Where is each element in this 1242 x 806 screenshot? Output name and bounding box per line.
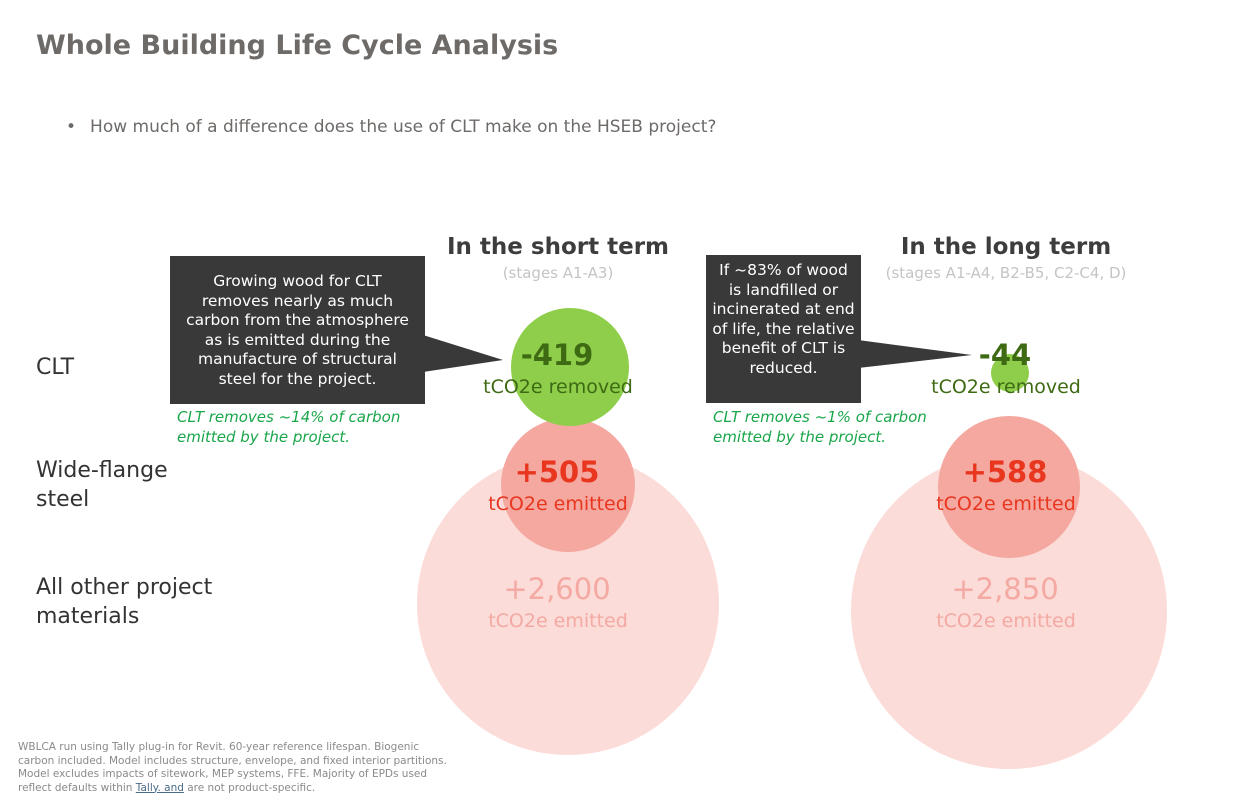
long-term-steel-value: +588 bbox=[962, 455, 1048, 489]
short-term-other-bubble bbox=[417, 453, 719, 755]
long-term-steel-unit: tCO2e emitted bbox=[936, 493, 1076, 515]
bullet-dot: • bbox=[66, 117, 77, 137]
row-label-other: All other project materials bbox=[36, 575, 213, 629]
long-term-clt-bubble bbox=[991, 354, 1029, 392]
short-term-callout-pointer bbox=[423, 335, 503, 372]
short-term-heading: In the short term bbox=[446, 234, 670, 260]
short-term-steel-bubble bbox=[501, 418, 635, 552]
footer-text: WBLCA run using Tally plug-in for Revit.… bbox=[18, 741, 447, 794]
short-term-clt-bubble bbox=[511, 308, 629, 426]
long-term-stages: (stages A1-A4, B2-B5, C2-C4, D) bbox=[885, 264, 1127, 282]
short-term-other-value: +2,600 bbox=[503, 572, 611, 606]
long-term-callout: If ~83% of wood is landfilled or inciner… bbox=[706, 255, 861, 403]
page-title: Whole Building Life Cycle Analysis bbox=[36, 30, 559, 61]
long-term-steel-bubble bbox=[938, 416, 1080, 558]
short-term-clt-unit: tCO2e removed bbox=[483, 376, 633, 398]
long-term-callout-pointer bbox=[858, 340, 972, 368]
long-term-other-value: +2,850 bbox=[951, 572, 1059, 606]
long-term-clt-unit: tCO2e removed bbox=[931, 376, 1081, 398]
row-label-steel: Wide-flange steel bbox=[36, 458, 168, 512]
bullet-text: How much of a difference does the use of… bbox=[90, 117, 717, 137]
short-term-steel-value: +505 bbox=[514, 455, 600, 489]
short-term-note: CLT removes ~14% of carbon emitted by th… bbox=[177, 408, 401, 446]
short-term-steel-unit: tCO2e emitted bbox=[488, 493, 628, 515]
short-term-other-unit: tCO2e emitted bbox=[488, 610, 628, 632]
long-term-other-unit: tCO2e emitted bbox=[936, 610, 1076, 632]
bullet-question: • How much of a difference does the use o… bbox=[66, 117, 716, 137]
long-term-clt-value: -44 bbox=[978, 338, 1032, 372]
short-term-callout: Growing wood for CLT removes nearly as m… bbox=[170, 256, 425, 404]
long-term-note: CLT removes ~1% of carbon emitted by the… bbox=[713, 408, 927, 446]
footer-note: WBLCA run using Tally plug-in for Revit.… bbox=[18, 741, 448, 795]
long-term-other-bubble bbox=[851, 453, 1167, 769]
short-term-stages: (stages A1-A3) bbox=[502, 264, 614, 282]
short-term-clt-value: -419 bbox=[520, 338, 594, 372]
footer-link[interactable]: Tally. and bbox=[135, 781, 184, 794]
footer-text-end: are not product-specific. bbox=[183, 781, 316, 794]
long-term-heading: In the long term bbox=[900, 234, 1112, 260]
row-label-clt: CLT bbox=[36, 355, 75, 380]
